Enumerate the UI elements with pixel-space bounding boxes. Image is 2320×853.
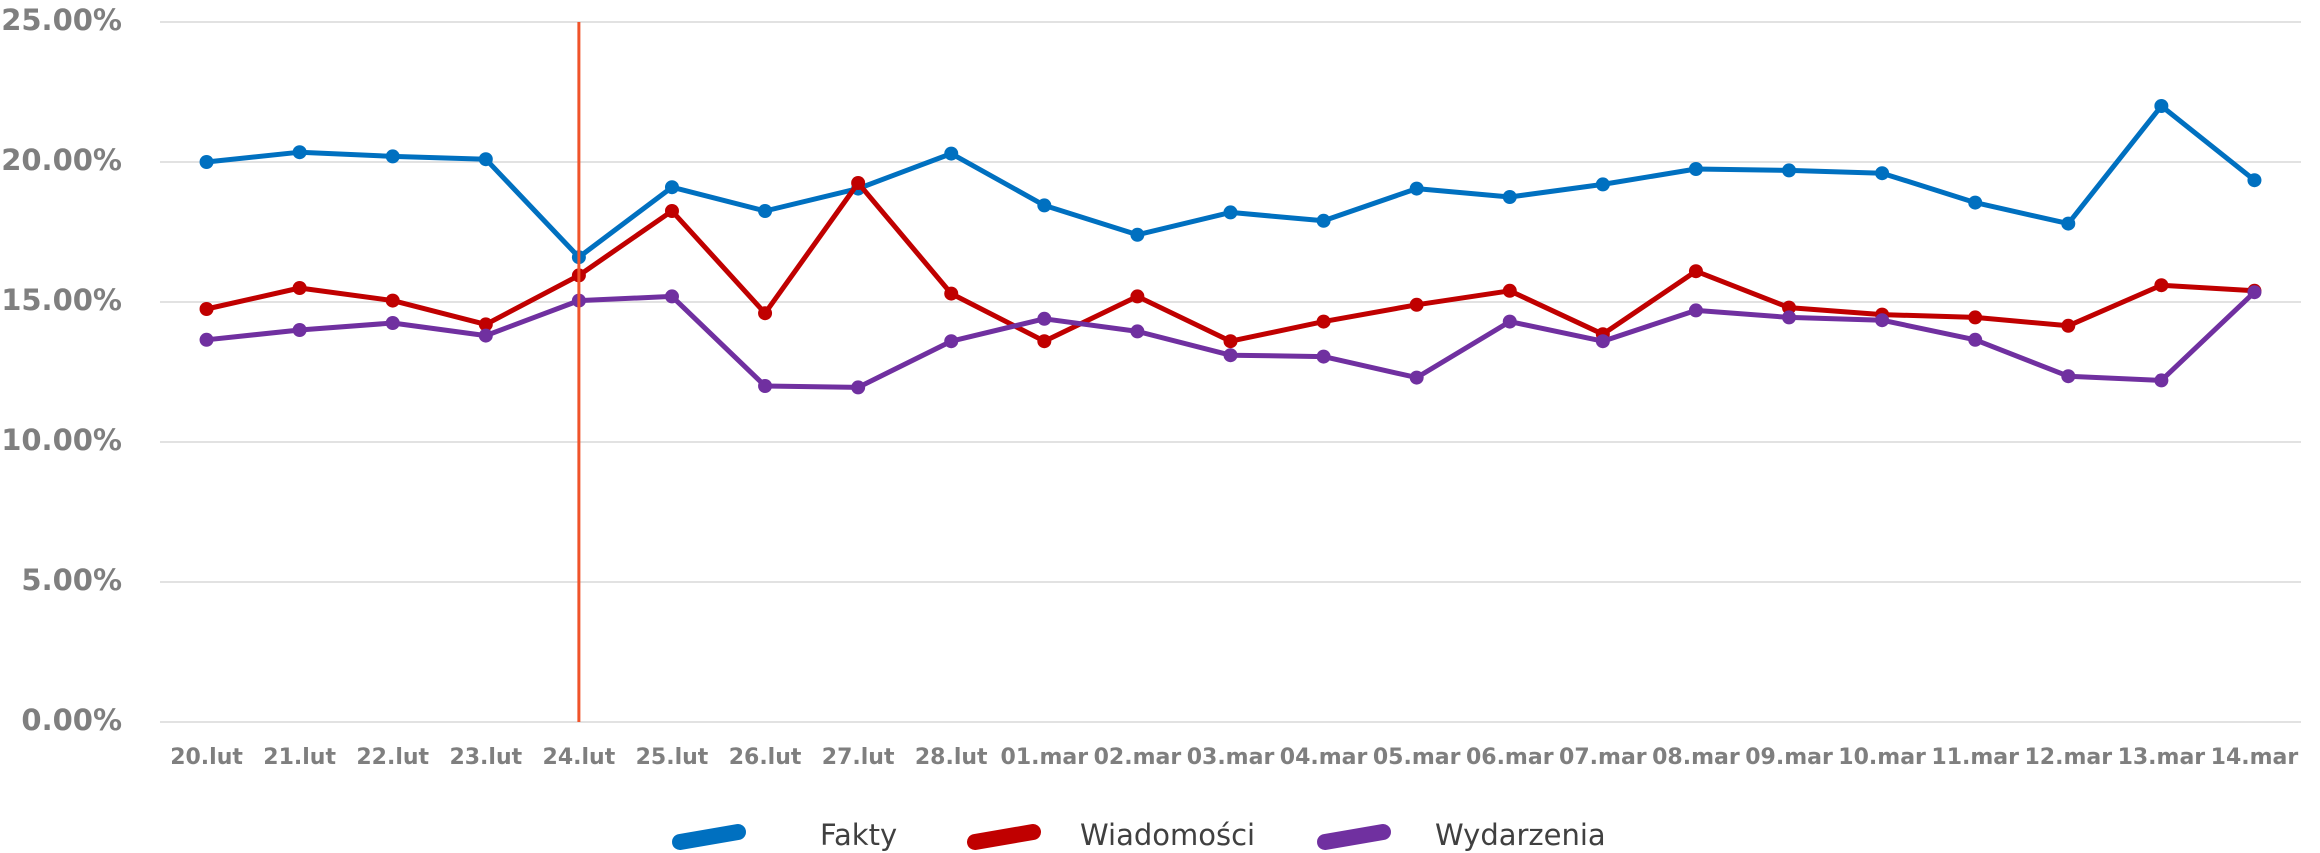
point (1782, 310, 1797, 325)
point (2061, 318, 2076, 333)
point (1316, 349, 1331, 364)
point (664, 180, 679, 195)
point (2061, 216, 2076, 231)
point (1875, 166, 1890, 181)
point (1502, 314, 1517, 329)
point (758, 306, 773, 321)
x-tick-label: 21.lut (263, 745, 336, 770)
point (944, 334, 959, 349)
x-tick-label: 14.mar (2211, 745, 2299, 770)
point (758, 204, 773, 218)
x-tick-label: 28.lut (915, 745, 988, 770)
legend-swatch (967, 824, 1041, 850)
x-tick-label: 06.mar (1466, 745, 1554, 770)
point (944, 286, 959, 301)
legend-label: Wiadomości (1080, 818, 1255, 852)
point (1968, 332, 1983, 347)
point (1409, 297, 1424, 312)
y-tick-label: 5.00% (21, 563, 122, 597)
point (1968, 195, 1983, 210)
point (199, 155, 214, 169)
point (1130, 227, 1145, 242)
point (2247, 173, 2262, 188)
point (1502, 283, 1517, 298)
point (1782, 300, 1797, 315)
point (1502, 190, 1517, 204)
point (292, 323, 307, 337)
x-tick-label: 26.lut (729, 745, 802, 770)
point (1688, 162, 1703, 176)
x-tick-label: 23.lut (449, 745, 522, 770)
x-tick-label: 01.mar (1001, 745, 1089, 770)
legend-swatch (672, 824, 746, 850)
point (1316, 314, 1331, 329)
x-tick-label: 25.lut (636, 745, 709, 770)
x-tick-label: 20.lut (170, 745, 243, 770)
x-tick-label: 05.mar (1373, 745, 1461, 770)
x-tick-label: 11.mar (1931, 745, 2019, 770)
point (2247, 285, 2262, 300)
x-tick-label: 04.mar (1280, 745, 1368, 770)
point (1316, 213, 1331, 228)
y-tick-label: 10.00% (1, 423, 122, 457)
x-tick-label: 08.mar (1652, 745, 1740, 770)
point (1037, 198, 1052, 213)
point (1130, 289, 1145, 304)
point (664, 289, 679, 304)
x-tick-label: 10.mar (1838, 745, 1926, 770)
point (2154, 373, 2169, 388)
point (1037, 334, 1052, 349)
point (1409, 370, 1424, 385)
legend-label: Fakty (820, 818, 897, 852)
point (385, 316, 400, 330)
point (478, 152, 493, 167)
x-tick-label: 27.lut (822, 745, 895, 770)
legend-label: Wydarzenia (1435, 818, 1606, 852)
x-tick-label: 03.mar (1187, 745, 1275, 770)
point (1223, 348, 1238, 363)
x-tick-label: 02.mar (1094, 745, 1182, 770)
point (944, 146, 959, 161)
point (1037, 311, 1052, 326)
point (1409, 181, 1424, 196)
point (1968, 310, 1983, 325)
x-tick-label: 24.lut (543, 745, 616, 770)
x-tick-label: 07.mar (1559, 745, 1647, 770)
point (1595, 177, 1610, 192)
point (478, 328, 493, 343)
point (1223, 334, 1238, 349)
point (199, 302, 214, 316)
point (385, 293, 400, 308)
point (292, 281, 307, 295)
y-tick-label: 25.00% (1, 3, 122, 37)
point (385, 149, 400, 164)
point (2061, 369, 2076, 384)
point (758, 379, 773, 393)
point (478, 317, 493, 332)
point (199, 332, 214, 347)
point (1875, 313, 1890, 328)
point (2154, 99, 2169, 113)
point (851, 176, 866, 190)
point (1782, 163, 1797, 178)
y-tick-label: 0.00% (21, 703, 122, 737)
x-tick-label: 22.lut (356, 745, 429, 770)
point (851, 380, 866, 395)
point (2154, 278, 2169, 293)
point (1688, 303, 1703, 318)
point (1688, 264, 1703, 279)
x-tick-label: 12.mar (2024, 745, 2112, 770)
x-tick-label: 13.mar (2118, 745, 2206, 770)
y-tick-label: 20.00% (1, 143, 122, 177)
point (292, 145, 307, 160)
point (1595, 334, 1610, 349)
point (1223, 205, 1238, 220)
line-series (206, 103, 2257, 260)
x-tick-label: 09.mar (1745, 745, 1833, 770)
y-tick-label: 15.00% (1, 283, 122, 317)
legend-swatch (1317, 824, 1391, 850)
point (1130, 324, 1145, 339)
point (664, 204, 679, 218)
